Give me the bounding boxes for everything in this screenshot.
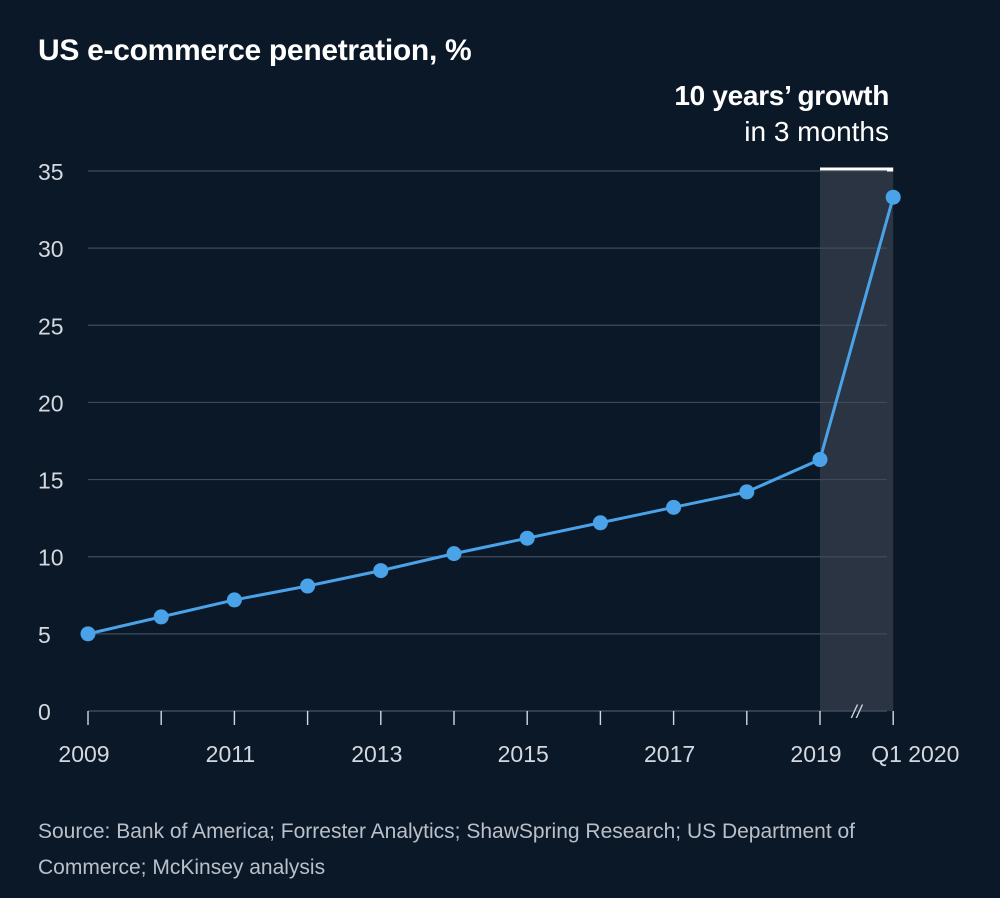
- data-point: [153, 609, 169, 625]
- data-point: [592, 515, 608, 531]
- data-point: [226, 592, 242, 608]
- x-tick-label: 2013: [351, 741, 402, 767]
- series-line: [87, 196, 895, 636]
- x-tick-label: 2019: [790, 741, 841, 767]
- x-tick-label: 2017: [644, 741, 695, 767]
- y-tick-label: 5: [38, 622, 51, 648]
- y-tick-label: 10: [38, 545, 64, 571]
- x-tick-label: 2015: [498, 741, 549, 767]
- chart-title: US e-commerce penetration, %: [38, 34, 472, 67]
- y-tick-label: 0: [38, 699, 51, 725]
- source-note: Source: Bank of America; Forrester Analy…: [38, 820, 856, 879]
- y-tick-label: 35: [38, 159, 64, 185]
- annotation-subline: in 3 months: [744, 116, 889, 147]
- x-tick-label: Q1 2020: [871, 741, 959, 767]
- data-point: [739, 484, 755, 500]
- data-point: [300, 578, 316, 594]
- data-point: [519, 530, 535, 546]
- axis-break-marker: //: [850, 702, 864, 722]
- data-point: [373, 563, 389, 579]
- data-point: [446, 546, 462, 562]
- annotation-headline: 10 years’ growth: [674, 80, 889, 111]
- data-point: [80, 626, 96, 642]
- data-point: [812, 452, 828, 468]
- x-tick-label: 2011: [206, 741, 255, 767]
- y-tick-label: 15: [38, 468, 64, 494]
- x-tick-label: 2009: [58, 741, 109, 767]
- highlight-region: [820, 171, 894, 711]
- y-tick-label: 25: [38, 313, 64, 339]
- data-point: [666, 499, 682, 515]
- y-tick-label: 20: [38, 390, 64, 416]
- y-tick-label: 30: [38, 236, 64, 262]
- data-point: [885, 189, 901, 205]
